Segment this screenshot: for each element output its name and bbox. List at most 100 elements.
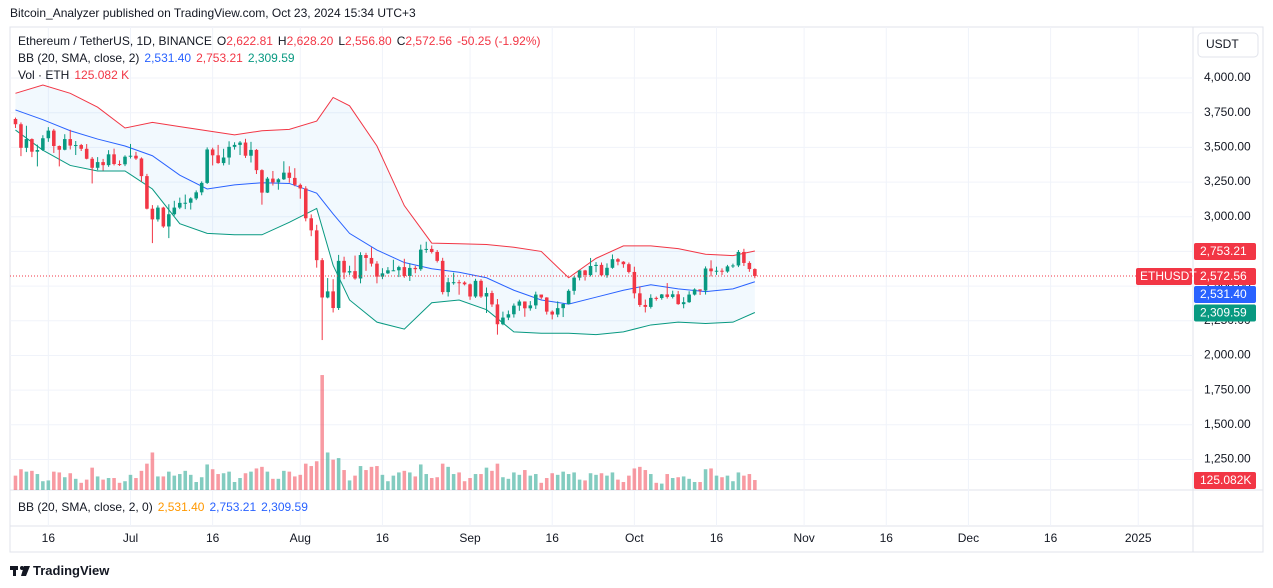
candle-body (84, 148, 89, 159)
candle-body (484, 293, 489, 297)
volume-legend: Vol · ETH 125.082 K (18, 67, 134, 83)
volume-bar (117, 482, 122, 490)
candle-body (369, 257, 374, 264)
volume-bar (41, 481, 45, 490)
candle-body (402, 267, 407, 276)
volume-bar (298, 474, 303, 490)
volume-bar (747, 474, 752, 490)
ohlc-value: 2,628.20 (286, 34, 334, 48)
ohlc-label: H (277, 34, 287, 48)
volume-bar (293, 476, 297, 490)
volume-bar (429, 478, 434, 490)
ohlc-label: C (396, 34, 406, 48)
candle-body (243, 142, 248, 156)
volume-bar (643, 470, 648, 490)
candle-body (24, 139, 29, 148)
plot (13, 84, 757, 490)
candle-body (687, 294, 691, 303)
volume-bar (418, 464, 423, 490)
volume-bar (709, 468, 713, 490)
volume-bar (320, 375, 324, 490)
candle-body (161, 207, 166, 227)
x-tick-label: 16 (1044, 531, 1058, 545)
volume-bar (183, 470, 188, 490)
volume-bar (161, 476, 166, 490)
candle-body (714, 270, 719, 272)
ohlc-label: L (338, 34, 345, 48)
candle-body (462, 282, 467, 285)
volume-bar (495, 463, 500, 490)
volume-bar (731, 481, 735, 490)
x-tick-label: 16 (710, 531, 724, 545)
price-tag (1194, 304, 1256, 322)
candle-body (659, 294, 664, 299)
bb-legend: BB (20, SMA, close, 2) 2,531.40 2,753.21 2,… (18, 50, 300, 66)
y-tick-label: 1,750.00 (1204, 382, 1251, 396)
candle-body (41, 138, 45, 151)
volume-bar (325, 452, 330, 490)
bb-value: 2,309.59 (247, 51, 295, 65)
volume-bar (194, 482, 198, 490)
bb-line (15, 109, 756, 305)
candle-body (479, 280, 483, 297)
volume-value: 125.082 K (74, 68, 130, 82)
candle-body (413, 267, 418, 270)
volume-bar (353, 475, 357, 490)
x-tick-label: Jul (123, 531, 138, 545)
candle-body (320, 260, 324, 298)
volume-bar (555, 474, 560, 490)
candle-body (649, 297, 653, 307)
candle-body (232, 144, 237, 147)
candle-body (665, 294, 670, 297)
volume-bar (703, 469, 708, 490)
volume-bar (468, 478, 472, 490)
candle-body (550, 311, 554, 315)
volume-bar (649, 474, 653, 490)
price-tag-label: 2,531.40 (1200, 287, 1247, 301)
candle-body (68, 139, 73, 146)
candle-body (260, 170, 264, 193)
volume-bar (550, 473, 554, 490)
bb-title: BB (20, SMA, close, 2) (18, 51, 140, 65)
volume-bar (73, 478, 78, 490)
volume-bar (79, 482, 83, 490)
candle-body (90, 158, 94, 168)
candle-body (73, 145, 78, 147)
candle-body (62, 139, 67, 150)
candle-body (594, 264, 598, 266)
candle-body (654, 297, 659, 299)
candle-body (172, 207, 177, 215)
candle-body (512, 305, 516, 315)
candle-body (473, 280, 478, 297)
candle-body (139, 158, 144, 177)
candle-body (533, 294, 538, 306)
candle-body (643, 304, 648, 307)
candle-body (725, 266, 730, 272)
candle-body (194, 192, 198, 199)
volume-bar (616, 479, 620, 490)
candle-body (418, 249, 423, 270)
currency-button[interactable] (1197, 32, 1259, 58)
volume-bar (95, 476, 100, 490)
candle-body (13, 118, 18, 125)
pane-value: 2,531.40 (157, 500, 205, 514)
volume-bar (742, 475, 746, 490)
volume-bar (544, 478, 549, 490)
candle-body (681, 302, 686, 305)
volume-bar (572, 472, 576, 490)
pane-title: BB (20, SMA, close, 2, 0) (18, 500, 153, 514)
candle-body (720, 270, 724, 272)
candle-body (747, 262, 752, 270)
footer: TradingView (33, 563, 110, 578)
candle-body (265, 178, 270, 193)
volume-bar (342, 470, 346, 490)
volume-bar (659, 483, 664, 490)
volume-bar (380, 474, 385, 490)
volume-bar (692, 482, 697, 490)
x-tick-label: 16 (880, 531, 894, 545)
volume-bar (134, 478, 138, 490)
volume-bar (462, 481, 467, 490)
volume-bar (665, 474, 670, 490)
price-tag-label: 2,753.21 (1200, 244, 1247, 258)
x-tick-label: 16 (206, 531, 220, 545)
